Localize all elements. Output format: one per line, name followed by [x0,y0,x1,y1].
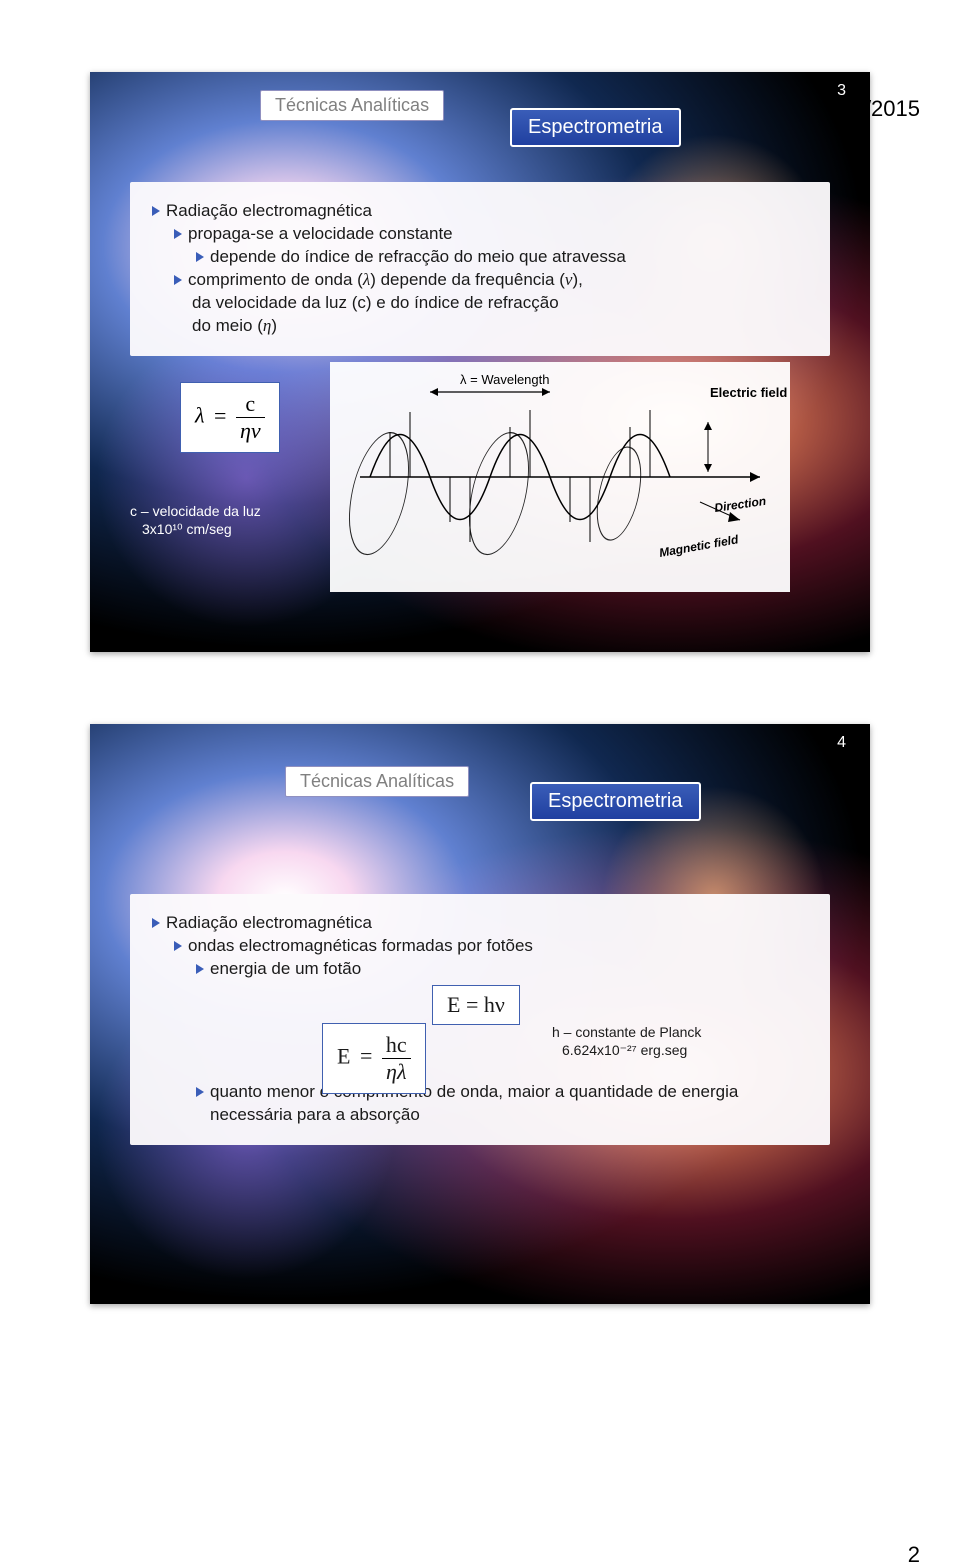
tag-espectrometria: Espectrometria [510,108,681,147]
line-radiacao: Radiação electromagnética [166,200,808,223]
tag-espectrometria: Espectrometria [530,782,701,821]
line-radiacao: Radiação electromagnética [166,912,808,935]
arrow-icon [196,964,204,974]
arrow-icon [152,206,160,216]
page-number: 2 [908,1542,920,1568]
formula-e-hv: E = hν [432,985,520,1025]
line-velocidade: da velocidade da luz (c) e do índice de … [192,292,808,315]
arrow-icon [174,275,182,285]
line-propaga: propaga-se a velocidade constante [188,223,808,246]
svg-text:Electric field: Electric field [710,385,787,400]
formula-e-hc: E = hc ηλ [322,1023,426,1094]
arrow-icon [174,941,182,951]
slide-1: 3 Técnicas Analíticas Espectrometria Rad… [90,72,870,652]
line-comprimento: comprimento de onda (λ) depende da frequ… [188,269,808,292]
arrow-icon [152,918,160,928]
line-energia: energia de um fotão [210,958,808,981]
slide-number: 3 [837,82,846,100]
wave-diagram: λ = Wavelength Electric field Magnetic f… [330,362,790,592]
note-c: c – velocidade da luz 3x10¹⁰ cm/seg [130,502,261,538]
formula-lambda: λ = c ην [180,382,280,453]
arrow-icon [196,1087,204,1097]
slide-number: 4 [837,734,846,752]
line-quanto: quanto menor o comprimento de onda, maio… [210,1081,808,1127]
line-depende: depende do índice de refracção do meio q… [210,246,808,269]
svg-text:λ = Wavelength: λ = Wavelength [460,372,549,387]
tag-tecnicas: Técnicas Analíticas [260,90,444,121]
line-ondas: ondas electromagnéticas formadas por fot… [188,935,808,958]
content-panel: Radiação electromagnética propaga-se a v… [130,182,830,356]
arrow-icon [196,252,204,262]
line-meio: do meio (η) [192,315,808,338]
note-planck: h – constante de Planck 6.624x10⁻²⁷ erg.… [552,1023,701,1059]
arrow-icon [174,229,182,239]
tag-tecnicas: Técnicas Analíticas [285,766,469,797]
content-panel: Radiação electromagnética ondas electrom… [130,894,830,1145]
slide-2: 4 Técnicas Analíticas Espectrometria Rad… [90,724,870,1304]
svg-text:Magnetic field: Magnetic field [658,532,740,560]
